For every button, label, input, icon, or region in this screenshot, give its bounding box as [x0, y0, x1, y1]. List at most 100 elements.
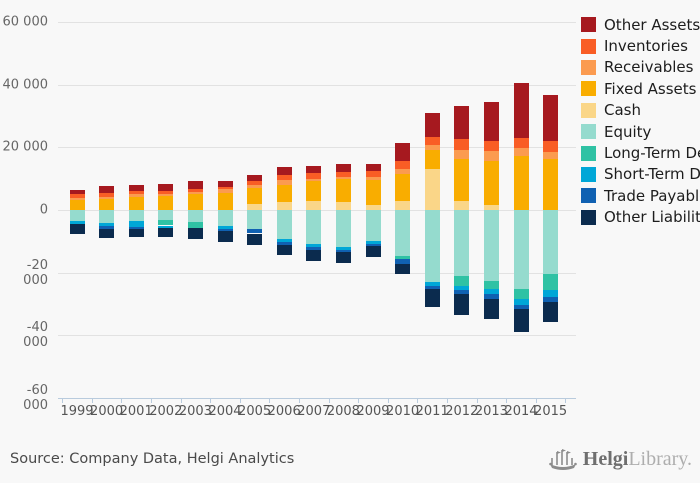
- bar-segment-fixed-assets-2001[interactable]: [128, 196, 144, 210]
- bar-segment-short-term-debt-2011[interactable]: [424, 282, 440, 286]
- bar-segment-inventories-2006[interactable]: [276, 174, 292, 181]
- bar-segment-cash-2010[interactable]: [395, 200, 411, 210]
- bar-segment-trade-payables-2000[interactable]: [99, 225, 115, 230]
- bar-segment-inventories-2008[interactable]: [335, 172, 351, 177]
- bar-segment-fixed-assets-2013[interactable]: [483, 160, 499, 206]
- bar-segment-equity-2012[interactable]: [454, 210, 470, 277]
- bar-segment-inventories-2005[interactable]: [247, 180, 263, 185]
- legend-item-short-term-debt[interactable]: Short-Term Debt: [581, 164, 700, 185]
- bar-segment-equity-2010[interactable]: [395, 210, 411, 257]
- bar-segment-fixed-assets-2005[interactable]: [247, 187, 263, 204]
- bar-segment-other-assets-2012[interactable]: [454, 105, 470, 139]
- bar-segment-other-liabilities-2009[interactable]: [365, 246, 381, 257]
- bar-segment-fixed-assets-2010[interactable]: [395, 174, 411, 201]
- bar-segment-receivables-2015[interactable]: [543, 152, 559, 160]
- bar-segment-short-term-debt-2013[interactable]: [483, 289, 499, 295]
- bar-segment-other-assets-2011[interactable]: [424, 113, 440, 137]
- bar-segment-cash-2009[interactable]: [365, 205, 381, 210]
- bar-segment-equity-2004[interactable]: [217, 210, 233, 226]
- bar-segment-fixed-assets-2007[interactable]: [306, 181, 322, 202]
- legend-item-fixed-assets[interactable]: Fixed Assets: [581, 78, 700, 99]
- bar-segment-short-term-debt-2015[interactable]: [543, 290, 559, 297]
- bar-segment-fixed-assets-2015[interactable]: [543, 159, 559, 210]
- bar-segment-equity-1999[interactable]: [69, 210, 85, 222]
- bar-segment-short-term-debt-1999[interactable]: [69, 221, 85, 224]
- bar-segment-other-liabilities-2002[interactable]: [158, 227, 174, 238]
- bar-segment-long-term-debt-2003[interactable]: [187, 221, 203, 228]
- bar-segment-trade-payables-2009[interactable]: [365, 243, 381, 247]
- bar-segment-trade-payables-2003[interactable]: [187, 227, 203, 229]
- bar-segment-long-term-debt-2014[interactable]: [513, 289, 529, 300]
- bar-segment-equity-2015[interactable]: [543, 210, 559, 274]
- bar-segment-receivables-2000[interactable]: [99, 196, 115, 199]
- bar-segment-other-assets-2013[interactable]: [483, 102, 499, 142]
- bar-segment-long-term-debt-2010[interactable]: [395, 256, 411, 260]
- bar-segment-receivables-2012[interactable]: [454, 149, 470, 160]
- bar-segment-other-liabilities-2013[interactable]: [483, 299, 499, 320]
- bar-segment-equity-2001[interactable]: [128, 210, 144, 221]
- bar-segment-fixed-assets-2002[interactable]: [158, 195, 174, 210]
- bar-segment-receivables-1999[interactable]: [69, 197, 85, 200]
- bar-segment-receivables-2001[interactable]: [128, 194, 144, 197]
- bar-segment-equity-2014[interactable]: [513, 210, 529, 290]
- bar-segment-short-term-debt-2006[interactable]: [276, 239, 292, 242]
- bar-segment-other-assets-2003[interactable]: [187, 181, 203, 189]
- bar-segment-other-assets-2001[interactable]: [128, 185, 144, 192]
- bar-segment-receivables-2005[interactable]: [247, 184, 263, 188]
- bar-segment-short-term-debt-2008[interactable]: [335, 247, 351, 251]
- bar-segment-other-liabilities-2011[interactable]: [424, 289, 440, 308]
- bar-segment-trade-payables-2005[interactable]: [247, 229, 263, 234]
- legend-item-receivables[interactable]: Receivables: [581, 57, 700, 78]
- legend-item-other-assets[interactable]: Other Assets: [581, 14, 700, 35]
- bar-segment-fixed-assets-1999[interactable]: [69, 199, 85, 210]
- bar-segment-cash-2012[interactable]: [454, 201, 470, 210]
- bar-segment-other-assets-2010[interactable]: [395, 143, 411, 161]
- bar-segment-inventories-2009[interactable]: [365, 171, 381, 177]
- bar-segment-receivables-2004[interactable]: [217, 189, 233, 193]
- bar-segment-inventories-2003[interactable]: [187, 188, 203, 192]
- bar-segment-cash-2008[interactable]: [335, 202, 351, 210]
- bar-segment-other-assets-2015[interactable]: [543, 95, 559, 142]
- bar-segment-receivables-2002[interactable]: [158, 193, 174, 196]
- bar-segment-short-term-debt-2009[interactable]: [365, 241, 381, 244]
- bar-segment-equity-2003[interactable]: [187, 210, 203, 222]
- bar-segment-other-liabilities-2005[interactable]: [247, 233, 263, 245]
- bar-segment-equity-2005[interactable]: [247, 210, 263, 230]
- bar-segment-long-term-debt-2013[interactable]: [483, 281, 499, 290]
- bar-segment-trade-payables-2006[interactable]: [276, 241, 292, 245]
- bar-segment-other-assets-2005[interactable]: [247, 174, 263, 181]
- bar-segment-inventories-2014[interactable]: [513, 137, 529, 148]
- bar-segment-equity-2006[interactable]: [276, 210, 292, 240]
- bar-segment-other-assets-1999[interactable]: [69, 189, 85, 194]
- bar-segment-fixed-assets-2003[interactable]: [187, 193, 203, 210]
- bar-segment-trade-payables-2014[interactable]: [513, 304, 529, 310]
- bar-segment-other-liabilities-2004[interactable]: [217, 231, 233, 242]
- bar-segment-other-liabilities-2015[interactable]: [543, 301, 559, 323]
- bar-segment-equity-2007[interactable]: [306, 210, 322, 245]
- bar-segment-inventories-2015[interactable]: [543, 141, 559, 153]
- bar-segment-receivables-2007[interactable]: [306, 179, 322, 182]
- bar-segment-inventories-1999[interactable]: [69, 194, 85, 198]
- bar-segment-equity-2009[interactable]: [365, 210, 381, 242]
- legend-item-cash[interactable]: Cash: [581, 100, 700, 121]
- bar-segment-receivables-2013[interactable]: [483, 151, 499, 161]
- bar-segment-fixed-assets-2008[interactable]: [335, 179, 351, 203]
- bar-segment-inventories-2004[interactable]: [217, 186, 233, 190]
- bar-segment-other-assets-2007[interactable]: [306, 166, 322, 174]
- bar-segment-other-assets-2002[interactable]: [158, 183, 174, 191]
- bar-segment-other-liabilities-2001[interactable]: [128, 229, 144, 237]
- bar-segment-other-assets-2014[interactable]: [513, 83, 529, 138]
- bar-segment-trade-payables-2004[interactable]: [217, 228, 233, 232]
- bar-segment-inventories-2001[interactable]: [128, 191, 144, 195]
- bar-segment-other-liabilities-1999[interactable]: [69, 223, 85, 235]
- bar-segment-other-liabilities-2003[interactable]: [187, 228, 203, 240]
- bar-segment-trade-payables-2010[interactable]: [395, 259, 411, 264]
- bar-segment-long-term-debt-2012[interactable]: [454, 276, 470, 286]
- bar-segment-equity-2002[interactable]: [158, 210, 174, 220]
- bar-segment-long-term-debt-2002[interactable]: [158, 219, 174, 226]
- bar-segment-other-liabilities-2006[interactable]: [276, 244, 292, 255]
- bar-segment-trade-payables-2008[interactable]: [335, 250, 351, 253]
- bar-segment-receivables-2006[interactable]: [276, 180, 292, 185]
- bar-segment-other-assets-2009[interactable]: [365, 164, 381, 172]
- bar-segment-inventories-2007[interactable]: [306, 173, 322, 180]
